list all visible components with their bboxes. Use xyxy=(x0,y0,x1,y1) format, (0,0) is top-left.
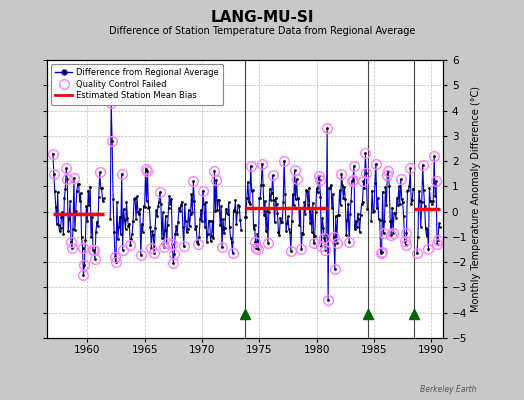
Y-axis label: Monthly Temperature Anomaly Difference (°C): Monthly Temperature Anomaly Difference (… xyxy=(472,86,482,312)
Text: Difference of Station Temperature Data from Regional Average: Difference of Station Temperature Data f… xyxy=(109,26,415,36)
Text: LANG-MU-SI: LANG-MU-SI xyxy=(210,10,314,25)
Text: Berkeley Earth: Berkeley Earth xyxy=(420,385,477,394)
